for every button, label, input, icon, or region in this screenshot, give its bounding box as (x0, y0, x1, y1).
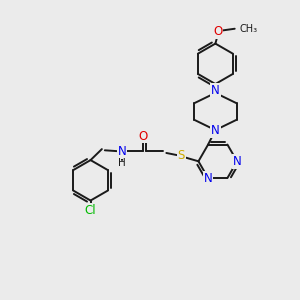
Text: N: N (118, 145, 126, 158)
Text: N: N (233, 155, 242, 168)
Text: S: S (178, 149, 185, 162)
Text: O: O (213, 25, 222, 38)
Text: H: H (118, 158, 126, 168)
Text: O: O (139, 130, 148, 142)
Text: N: N (204, 172, 212, 184)
Text: N: N (211, 124, 220, 136)
Text: N: N (211, 84, 220, 97)
Text: Cl: Cl (85, 204, 96, 218)
Text: CH₃: CH₃ (239, 24, 257, 34)
